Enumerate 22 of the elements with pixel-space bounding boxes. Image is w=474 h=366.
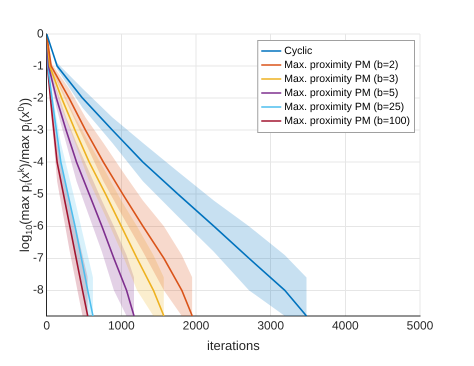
- x-tick-label: 4000: [332, 318, 360, 333]
- y-tick-label: -3: [33, 122, 44, 136]
- x-tick-label: 1000: [108, 318, 136, 333]
- x-tick-label: 5000: [406, 318, 434, 333]
- legend-label: Max. proximity PM (b=25): [284, 100, 404, 113]
- x-tick-label: 3000: [257, 318, 284, 333]
- y-tick-label: -2: [33, 90, 44, 104]
- legend-label: Max. proximity PM (b=2): [284, 58, 398, 71]
- legend-label: Cyclic: [284, 44, 312, 57]
- y-tick-label: -4: [33, 154, 44, 168]
- y-tick-label: -5: [33, 186, 44, 201]
- y-tick-label: -6: [33, 218, 44, 233]
- text: log10(max pi(xk)/max pi(x0)): [16, 98, 34, 252]
- legend-label: Max. proximity PM (b=100): [284, 114, 410, 127]
- legend-label: Max. proximity PM (b=3): [284, 72, 398, 85]
- y-tick-label: -1: [33, 58, 44, 72]
- y-tick-label: -7: [33, 250, 44, 265]
- legend-label: Max. proximity PM (b=5): [284, 86, 398, 99]
- y-tick-label: -8: [33, 282, 44, 297]
- x-tick-label: 2000: [182, 318, 210, 333]
- y-tick-label: 0: [36, 26, 44, 40]
- x-axis-title: iterations: [206, 338, 260, 353]
